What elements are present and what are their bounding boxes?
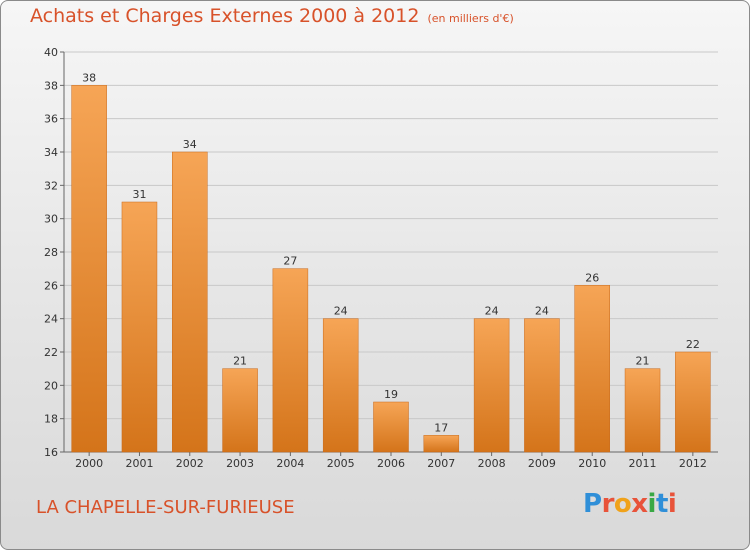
data-label: 17 xyxy=(434,421,448,434)
data-label: 27 xyxy=(283,255,297,268)
data-label: 26 xyxy=(585,271,599,284)
y-tick-label: 36 xyxy=(44,113,58,126)
x-tick-label: 2009 xyxy=(528,457,556,470)
x-tick-label: 2012 xyxy=(679,457,707,470)
bar xyxy=(222,368,258,453)
bar xyxy=(71,85,107,453)
brand-letter: i xyxy=(647,489,657,519)
x-tick-label: 2005 xyxy=(327,457,355,470)
data-label: 21 xyxy=(636,355,650,368)
x-tick-label: 2010 xyxy=(578,457,606,470)
labels: 16 18 20 22 24 26 28 30 32 34 36 38 40 38 2000 31 2001 34… xyxy=(44,46,707,470)
brand-letter: x xyxy=(631,489,648,519)
y-tick-label: 28 xyxy=(44,246,58,259)
bar xyxy=(172,151,208,453)
brand-letter: P xyxy=(583,489,602,519)
brand-letter: i xyxy=(667,489,677,519)
bar xyxy=(624,368,661,453)
x-tick-label: 2001 xyxy=(125,457,153,470)
x-tick-label: 2011 xyxy=(629,457,657,470)
data-label: 24 xyxy=(485,305,499,318)
bar xyxy=(574,285,610,453)
y-tick-label: 34 xyxy=(44,146,58,159)
x-tick-label: 2004 xyxy=(276,457,304,470)
data-label: 31 xyxy=(132,188,146,201)
y-tick-label: 38 xyxy=(44,79,58,92)
y-tick-label: 40 xyxy=(44,46,58,59)
x-tick-label: 2008 xyxy=(478,457,506,470)
data-label: 34 xyxy=(183,138,197,151)
data-label: 24 xyxy=(535,305,549,318)
y-tick-label: 18 xyxy=(44,413,58,426)
bar xyxy=(473,318,510,453)
title-unit: (en milliers d'€) xyxy=(427,12,514,25)
y-tick-label: 16 xyxy=(44,446,58,459)
commune-name: LA CHAPELLE-SUR-FURIEUSE xyxy=(36,497,295,518)
bars xyxy=(71,85,711,453)
y-tick-label: 30 xyxy=(44,213,58,226)
brand-letter: r xyxy=(601,489,615,519)
y-tick-label: 22 xyxy=(44,346,58,359)
title-main: Achats et Charges Externes 2000 à 2012 xyxy=(30,5,420,27)
brand-letter: o xyxy=(613,489,632,519)
bar xyxy=(524,318,560,453)
x-tick-label: 2000 xyxy=(75,457,103,470)
chart-title: Achats et Charges Externes 2000 à 2012 (e… xyxy=(30,5,514,27)
data-label: 22 xyxy=(686,338,700,351)
y-tick-label: 26 xyxy=(44,279,58,292)
bar xyxy=(322,318,359,453)
data-label: 21 xyxy=(233,355,247,368)
x-tick-label: 2003 xyxy=(226,457,254,470)
x-tick-label: 2007 xyxy=(427,457,455,470)
bar xyxy=(373,401,409,453)
x-tick-label: 2002 xyxy=(176,457,204,470)
y-tick-label: 32 xyxy=(44,179,58,192)
brand-logo: Proxiti xyxy=(583,489,677,519)
y-tick-label: 20 xyxy=(44,379,58,392)
bar xyxy=(121,201,158,453)
bar xyxy=(675,351,711,453)
data-label: 19 xyxy=(384,388,398,401)
y-tick-label: 24 xyxy=(44,313,58,326)
data-label: 38 xyxy=(82,71,96,84)
bar xyxy=(423,435,460,453)
bar xyxy=(272,268,309,453)
data-label: 24 xyxy=(334,305,348,318)
x-tick-label: 2006 xyxy=(377,457,405,470)
brand-letter: t xyxy=(655,489,668,519)
